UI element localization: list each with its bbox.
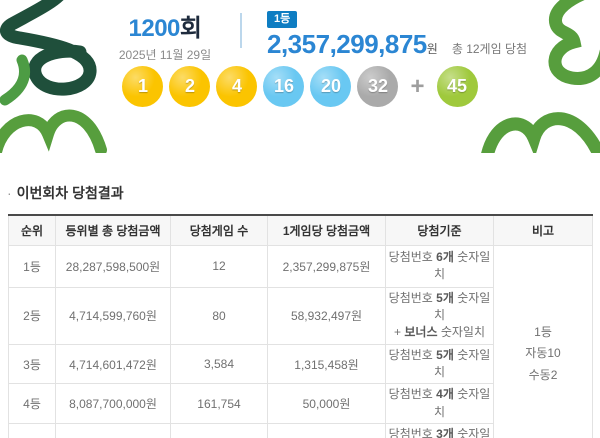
- clover-cloud-left: [0, 109, 107, 153]
- first-prize-block: 1등 2,357,299,875원 총 12게임 당첨: [267, 9, 527, 60]
- total-amount-cell: 8,087,700,000원: [55, 383, 171, 425]
- table-row: 3등 4,714,601,472원 3,584 1,315,458원 당첨번호 5개 숫…: [8, 343, 593, 385]
- section-title: · 이번회차 당첨결과: [7, 183, 124, 203]
- table-row: 2등 4,714,599,760원 80 58,932,497원 당첨번호 5개 숫자일…: [8, 286, 593, 345]
- per-game-cell: 2,357,299,875원: [267, 244, 386, 288]
- criteria-text: 당첨번호: [388, 387, 437, 402]
- criteria-text: 숫자일치: [437, 325, 485, 340]
- rank-cell: 3등: [8, 343, 56, 385]
- criteria-text: 당첨번호: [388, 427, 437, 438]
- column-header: 순위: [8, 214, 56, 246]
- bonus-ball-45: 45: [436, 66, 478, 107]
- note-cell: 1등 자동10 수동2: [493, 244, 593, 438]
- section-title-text: 이번회차 당첨결과: [16, 185, 124, 201]
- table-row: 4등 8,087,700,000원 161,754 50,000원 당첨번호 4개 숫자…: [8, 383, 593, 425]
- header-row: 순위 등위별 총 당첨금액 당첨게임 수 1게임당 당첨금액 당첨기준 비고: [8, 214, 593, 246]
- column-header: 등위별 총 당첨금액: [55, 214, 171, 246]
- total-amount-cell: 4,714,601,472원: [55, 343, 171, 385]
- criteria-text: 숫자일치 +: [394, 290, 491, 340]
- criteria-bold-text: 5개: [436, 290, 454, 305]
- results-table: 순위 등위별 총 당첨금액 당첨게임 수 1게임당 당첨금액 당첨기준 비고 1등 28,2…: [8, 214, 593, 438]
- criteria-cell: 당첨번호 4개 숫자일치: [385, 383, 494, 425]
- table-row: 1등 28,287,598,500원 12 2,357,299,875원 당첨번호 6개…: [8, 244, 593, 438]
- games-cell: 3,584: [170, 343, 268, 385]
- round-number: 1200: [128, 15, 181, 42]
- section-bullet-icon: ·: [7, 185, 12, 201]
- criteria-cell: 당첨번호 5개 숫자일치: [385, 343, 494, 385]
- column-header: 당첨게임 수: [170, 214, 268, 246]
- round-block: 1200회 2025년 11월 29일: [90, 8, 240, 63]
- lotto-ball-20: 20: [310, 66, 352, 107]
- per-game-cell: 1,315,458원: [267, 343, 386, 385]
- first-rank-badge: 1등: [267, 11, 298, 28]
- games-cell: 2,673,060: [170, 423, 268, 438]
- games-cell: 80: [170, 286, 268, 345]
- column-header: 비고: [493, 214, 593, 246]
- lotto-ball-1: 1: [122, 66, 164, 107]
- results-table-header: 순위 등위별 총 당첨금액 당첨게임 수 1게임당 당첨금액 당첨기준 비고: [8, 214, 593, 246]
- criteria-text: 숫자일치: [433, 347, 491, 380]
- total-amount-cell: 28,287,598,500원: [55, 244, 171, 288]
- results-table-body: 1등 28,287,598,500원 12 2,357,299,875원 당첨번호 6개…: [8, 244, 593, 438]
- rank-cell: 5등: [8, 423, 56, 438]
- games-cell: 12: [170, 244, 268, 288]
- prize-unit: 원: [426, 42, 438, 56]
- vertical-divider: [240, 13, 242, 48]
- column-header: 1게임당 당첨금액: [267, 214, 386, 246]
- round-title: 1200회: [90, 8, 240, 43]
- rank-cell: 1등: [8, 244, 56, 288]
- total-amount-cell: 13,365,300,000원: [55, 423, 171, 438]
- total-amount-cell: 4,714,599,760원: [55, 286, 171, 345]
- criteria-text: 당첨번호: [388, 249, 437, 264]
- criteria-text: 숫자일치: [457, 427, 491, 438]
- lotto-ball-16: 16: [263, 66, 305, 107]
- criteria-cell: 당첨번호 3개 숫자일치: [385, 423, 494, 438]
- lotto-ball-4: 4: [216, 66, 258, 107]
- rank-cell: 2등: [8, 286, 56, 345]
- clover-cloud-right: [481, 112, 600, 153]
- winning-numbers: 1 2 4 16 20 32 +45: [0, 66, 600, 107]
- criteria-cell: 당첨번호 5개 숫자일치 + 보너스 숫자일치: [385, 286, 494, 345]
- criteria-text: 숫자일치: [433, 249, 491, 281]
- criteria-bold-text: 보너스: [404, 325, 438, 340]
- criteria-text: 숫자일치: [433, 387, 491, 419]
- rank-cell: 4등: [8, 383, 56, 425]
- round-suffix: 회: [179, 15, 202, 42]
- plus-icon: +: [410, 72, 425, 100]
- per-game-cell: 50,000원: [267, 383, 386, 425]
- criteria-cell: 당첨번호 6개 숫자일치: [385, 244, 494, 288]
- per-game-cell: 5,000원: [267, 423, 386, 438]
- lotto-ball-32: 32: [357, 66, 399, 107]
- criteria-bold-text: 6개: [436, 249, 454, 264]
- criteria-text: 당첨번호: [388, 290, 437, 305]
- criteria-bold-text: 3개: [436, 427, 454, 438]
- draw-date: 2025년 11월 29일: [118, 48, 212, 62]
- criteria-text: 당첨번호: [388, 347, 437, 362]
- prize-amount: 2,357,299,875: [267, 29, 427, 59]
- per-game-cell: 58,932,497원: [267, 286, 386, 345]
- prize-line: 2,357,299,875원 총 12게임 당첨: [267, 29, 527, 60]
- games-cell: 161,754: [170, 383, 268, 425]
- total-games-label: 총 12게임 당첨: [451, 42, 528, 56]
- criteria-bold-text: 5개: [436, 347, 454, 362]
- criteria-bold-text: 4개: [436, 387, 454, 402]
- column-header: 당첨기준: [385, 214, 494, 246]
- lotto-ball-2: 2: [169, 66, 211, 107]
